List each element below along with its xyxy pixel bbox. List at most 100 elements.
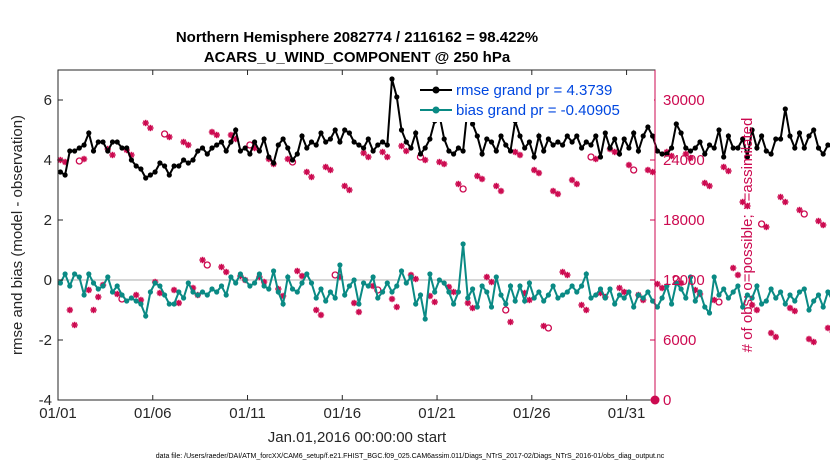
obs-marker-stroke <box>360 150 367 156</box>
bias-data-point <box>512 298 518 304</box>
obs-assimilated-marker <box>412 275 419 283</box>
bias-data-point <box>560 292 566 298</box>
bias-data-point <box>218 283 225 289</box>
obs-assimilated-marker <box>493 182 500 190</box>
rmse-data-point <box>375 142 381 148</box>
obs-marker-stroke <box>450 289 457 295</box>
obs-possible-marker <box>544 324 553 332</box>
rmse-data-point <box>62 172 68 178</box>
bias-data-point <box>138 301 144 307</box>
rmse-data-point <box>389 76 395 82</box>
y-axis-left: -4 -2 0 2 4 6 <box>39 92 63 409</box>
bias-data-point <box>683 295 689 301</box>
obs-assimilated-marker <box>170 286 178 294</box>
rmse-data-point <box>474 133 480 139</box>
obs-assimilated-marker <box>549 187 557 195</box>
obs-marker-stroke <box>517 152 523 158</box>
obs-assimilated-marker <box>805 335 813 343</box>
bias-data-point <box>564 289 570 295</box>
rmse-data-point <box>560 142 566 148</box>
rmse-data-point <box>455 145 461 151</box>
bias-data-point <box>114 283 120 289</box>
bias-data-point <box>659 295 665 301</box>
bias-data-point <box>702 304 708 310</box>
rmse-data-point <box>574 133 580 139</box>
obs-marker-stroke <box>351 300 357 306</box>
bias-data-point <box>199 289 206 295</box>
bias-data-point <box>133 298 139 304</box>
rmse-data-point <box>190 157 196 163</box>
bias-data-point <box>323 298 329 304</box>
rmse-data-point <box>768 151 774 157</box>
bias-data-point <box>342 292 348 298</box>
bias-data-point <box>204 292 210 298</box>
rmse-data-point <box>811 127 817 133</box>
rmse-data-point <box>138 166 144 172</box>
rmse-data-point <box>484 136 490 142</box>
x-tick-label: 01/01 <box>39 405 77 422</box>
obs-marker-stroke <box>583 307 590 313</box>
rmse-data-point <box>100 139 106 145</box>
bias-data-point <box>351 277 357 283</box>
rmse-data-point <box>218 139 225 145</box>
rmse-data-point <box>687 148 694 154</box>
obs-marker-stroke <box>531 167 538 173</box>
legend-rmse-text: rmse grand pr = 4.3739 <box>456 82 612 99</box>
bias-data-point <box>650 298 656 304</box>
rmse-data-point <box>706 142 713 148</box>
x-tick-label: 01/21 <box>418 405 456 422</box>
rmse-data-point <box>583 139 589 145</box>
bias-data-point <box>550 283 556 289</box>
rmse-data-point <box>825 142 830 148</box>
rmse-data-point <box>228 139 234 145</box>
obs-assimilated-marker <box>313 306 320 314</box>
obs-marker-stroke <box>573 181 580 187</box>
rmse-data-point <box>209 145 215 151</box>
bias-data-point <box>370 274 376 280</box>
bias-data-point <box>256 271 262 277</box>
bias-data-point <box>299 280 305 286</box>
obs-marker-stroke <box>365 154 372 160</box>
rmse-data-point <box>128 157 134 163</box>
rmse-data-point <box>787 133 793 139</box>
obs-assimilated-marker <box>786 304 794 312</box>
obs-marker-stroke <box>71 322 78 328</box>
bias-data-point <box>654 304 661 310</box>
obs-marker-stroke <box>725 168 732 174</box>
obs-marker-stroke <box>171 287 177 293</box>
obs-marker-stroke <box>299 273 305 279</box>
obs-marker-stroke <box>213 132 220 138</box>
obs-marker-stroke <box>218 264 225 270</box>
obs-assimilated-marker <box>180 138 187 146</box>
bias-data-point <box>602 295 608 301</box>
obs-marker-stroke <box>578 302 585 308</box>
obs-assimilated-marker <box>497 187 505 195</box>
rmse-data-point <box>778 136 784 142</box>
rmse-data-point <box>247 151 253 157</box>
rmse-data-point <box>569 139 575 145</box>
y-tick-label: 0 <box>44 272 52 289</box>
rmse-data-point <box>692 145 698 151</box>
obs-marker-stroke <box>730 265 737 271</box>
obs-assimilated-marker <box>625 161 633 169</box>
bias-data-point <box>740 304 746 310</box>
obs-assimilated-marker <box>682 150 689 158</box>
obs-marker-stroke <box>754 307 760 313</box>
obs-assimilated-marker <box>341 182 348 190</box>
obs-assimilated-marker <box>208 128 216 136</box>
x-tick-label: 01/16 <box>324 405 362 422</box>
rmse-data-point <box>602 130 608 136</box>
y2-tick-label: 30000 <box>663 92 705 109</box>
obs-marker-stroke <box>157 290 163 296</box>
plot-area <box>57 69 830 401</box>
obs-marker-stroke <box>806 336 812 342</box>
bias-data-point <box>436 277 442 283</box>
obs-marker-stroke <box>412 276 419 282</box>
rmse-data-point <box>308 139 315 145</box>
obs-assimilated-marker <box>815 217 822 225</box>
obs-marker-stroke <box>559 269 566 275</box>
bias-data-point <box>597 286 604 292</box>
obs-marker-stroke <box>398 143 405 149</box>
rmse-data-point <box>57 169 64 175</box>
rmse-data-point <box>782 106 788 112</box>
